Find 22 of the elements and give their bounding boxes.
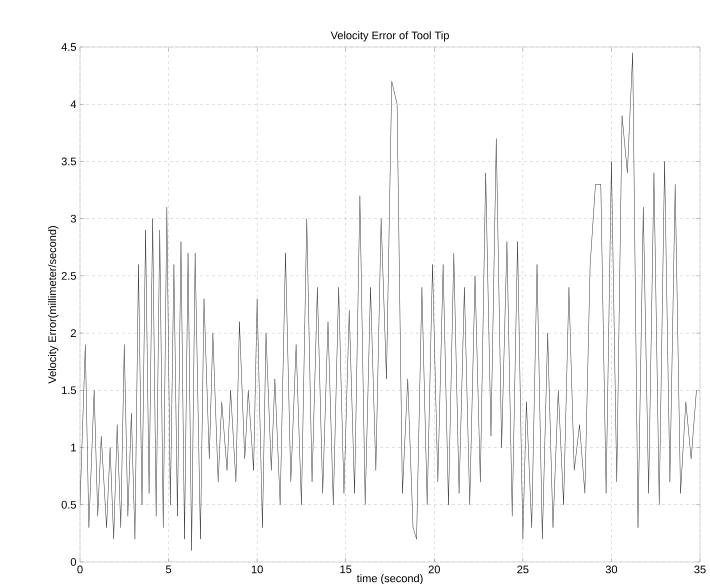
y-tick-label: 3.5 — [62, 158, 76, 166]
x-tick-label: 0 — [77, 566, 83, 574]
y-tick-label: 2 — [70, 329, 76, 337]
y-tick-label: 4 — [70, 100, 76, 108]
x-tick-label: 25 — [517, 566, 528, 574]
chart-title: Velocity Error of Tool Tip — [330, 31, 449, 42]
x-tick-label: 20 — [428, 566, 440, 574]
x-axis-title: time (second) — [356, 574, 423, 584]
x-tick-label: 10 — [252, 566, 263, 574]
y-tick-label: 0.5 — [62, 500, 76, 509]
y-tick-label: 3 — [70, 214, 76, 223]
y-tick-label: 1 — [71, 444, 76, 452]
y-tick-label: 4.5 — [61, 43, 76, 51]
y-axis-title: Velocity Error(millimeter/second) — [48, 226, 58, 384]
x-tick-label: 15 — [340, 566, 352, 574]
y-tick-label: 0 — [70, 558, 76, 566]
x-tick-label: 35 — [694, 566, 706, 574]
y-tick-label: 1.5 — [62, 386, 76, 394]
y-tick-label: 2.5 — [62, 272, 76, 280]
line-series — [80, 52, 697, 551]
x-tick-label: 5 — [166, 566, 172, 574]
x-tick-label: 30 — [606, 566, 618, 574]
